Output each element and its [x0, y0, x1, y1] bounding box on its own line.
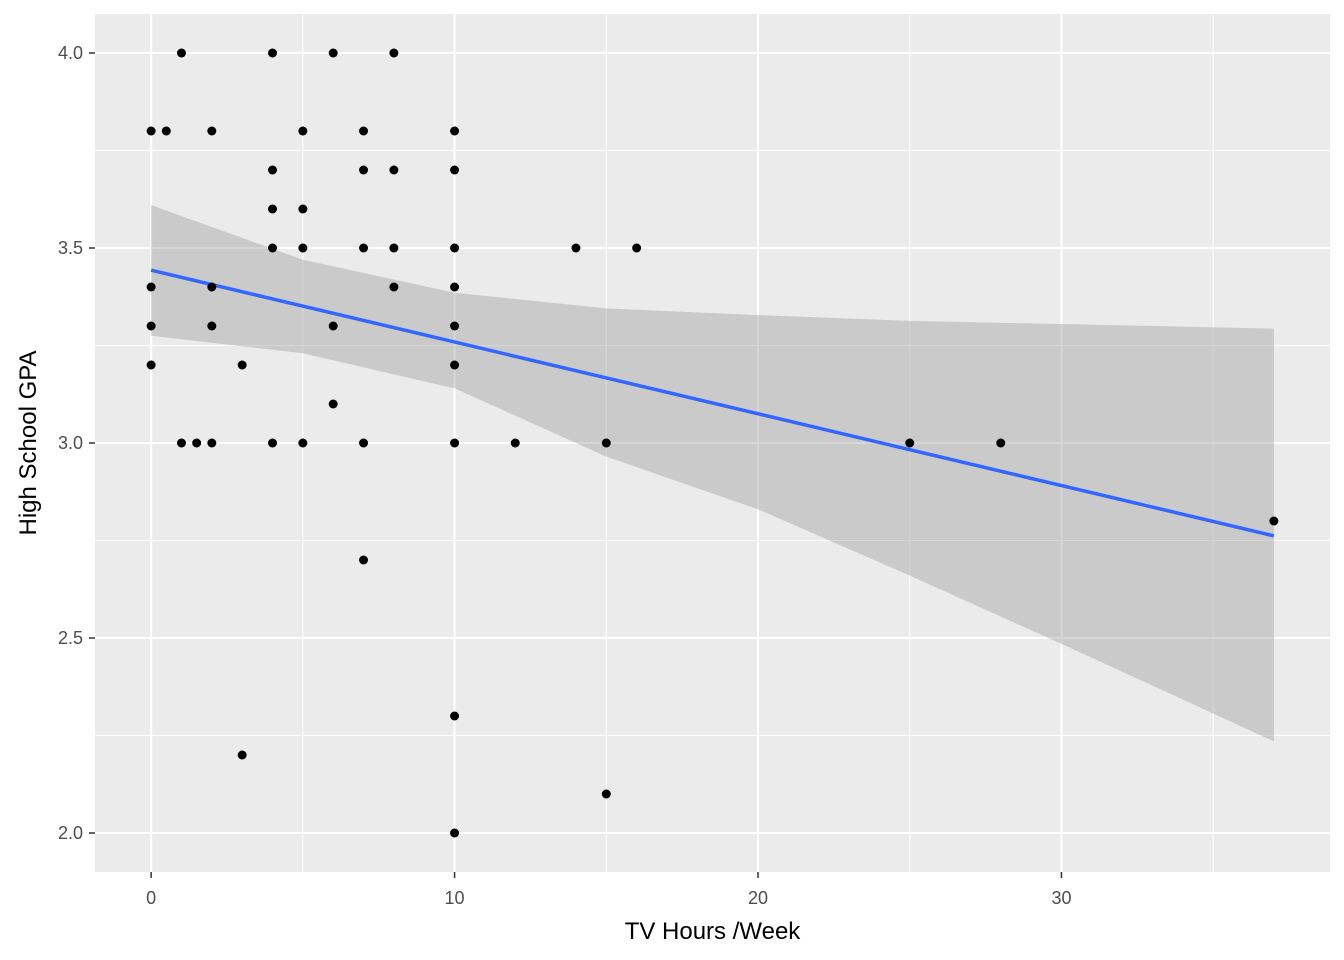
data-point [192, 438, 202, 448]
data-point [237, 750, 247, 760]
data-point [146, 282, 156, 292]
data-point [359, 243, 369, 253]
data-point [359, 165, 369, 175]
data-point [207, 282, 217, 292]
confidence-band [151, 205, 1274, 742]
data-point [268, 48, 278, 58]
trend-line [150, 268, 1275, 538]
x-tick-label: 10 [445, 888, 465, 908]
data-point [207, 438, 217, 448]
data-point [328, 321, 338, 331]
data-point [905, 438, 915, 448]
data-point [328, 399, 338, 409]
data-point [298, 204, 308, 214]
y-tick-label: 3.5 [58, 238, 83, 258]
data-point [389, 165, 399, 175]
data-point [237, 360, 247, 370]
data-point [450, 828, 460, 838]
data-point [510, 438, 520, 448]
data-point [268, 204, 278, 214]
data-point [268, 243, 278, 253]
data-point [298, 243, 308, 253]
y-axis-title: High School GPA [15, 351, 42, 536]
data-point [298, 126, 308, 136]
data-point [359, 126, 369, 136]
data-points [146, 48, 1279, 838]
data-point [450, 243, 460, 253]
data-point [1269, 516, 1279, 526]
data-point [571, 243, 581, 253]
data-point [450, 282, 460, 292]
x-axis-title: TV Hours /Week [625, 918, 802, 945]
data-point [161, 126, 171, 136]
x-tick-label: 30 [1051, 888, 1071, 908]
data-point [207, 321, 217, 331]
data-point [328, 48, 338, 58]
data-point [450, 360, 460, 370]
data-point [176, 438, 186, 448]
data-point [450, 126, 460, 136]
data-point [268, 438, 278, 448]
data-point [632, 243, 642, 253]
data-point [450, 438, 460, 448]
data-point [389, 243, 399, 253]
data-point [601, 789, 611, 799]
data-point [359, 438, 369, 448]
data-point [601, 438, 611, 448]
data-point [298, 438, 308, 448]
y-tick-label: 2.0 [58, 823, 83, 843]
x-axis-ticks: 0 10 20 30 [146, 872, 1071, 908]
y-axis-ticks: 2.0 2.5 3.0 3.5 4.0 [58, 43, 95, 843]
data-point [359, 555, 369, 565]
data-point [176, 48, 186, 58]
data-point [996, 438, 1006, 448]
data-point [450, 711, 460, 721]
x-tick-label: 20 [748, 888, 768, 908]
data-point [268, 165, 278, 175]
y-tick-label: 2.5 [58, 628, 83, 648]
data-point [146, 321, 156, 331]
y-tick-label: 3.0 [58, 433, 83, 453]
x-tick-label: 0 [146, 888, 156, 908]
data-point [146, 360, 156, 370]
data-point [146, 126, 156, 136]
data-point [450, 321, 460, 331]
data-point [450, 165, 460, 175]
data-point [389, 282, 399, 292]
y-tick-label: 4.0 [58, 43, 83, 63]
data-point [389, 48, 399, 58]
data-point [207, 126, 217, 136]
